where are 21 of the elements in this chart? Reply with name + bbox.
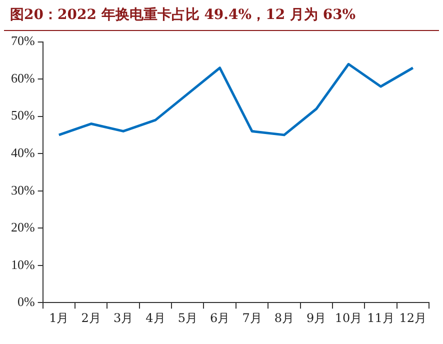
y-tick-label: 30% [10,182,35,198]
x-tick-label: 6月 [210,310,230,325]
y-tick-label: 60% [10,70,35,86]
x-tick-label: 4月 [146,310,166,325]
y-tick-label: 70% [10,33,35,48]
x-tick-label: 8月 [274,310,294,325]
x-tick-label: 3月 [113,310,134,325]
x-tick-label: 1月 [49,310,69,325]
x-tick-label: 11月 [367,310,394,325]
y-tick-label: 40% [10,144,35,160]
x-tick-label: 7月 [242,310,262,325]
y-tick-label: 50% [10,108,35,123]
chart-title: 图20：2022 年换电重卡占比 49.4%，12 月为 63% [4,0,439,31]
y-tick-label: 20% [10,220,35,235]
x-tick-label: 12月 [399,310,427,325]
y-tick-label: 0% [17,294,35,310]
x-tick-label: 10月 [334,310,362,325]
x-tick-label: 2月 [81,310,101,325]
x-tick-label: 5月 [178,310,198,325]
y-tick-label: 10% [10,256,35,272]
x-tick-label: 9月 [306,310,326,325]
